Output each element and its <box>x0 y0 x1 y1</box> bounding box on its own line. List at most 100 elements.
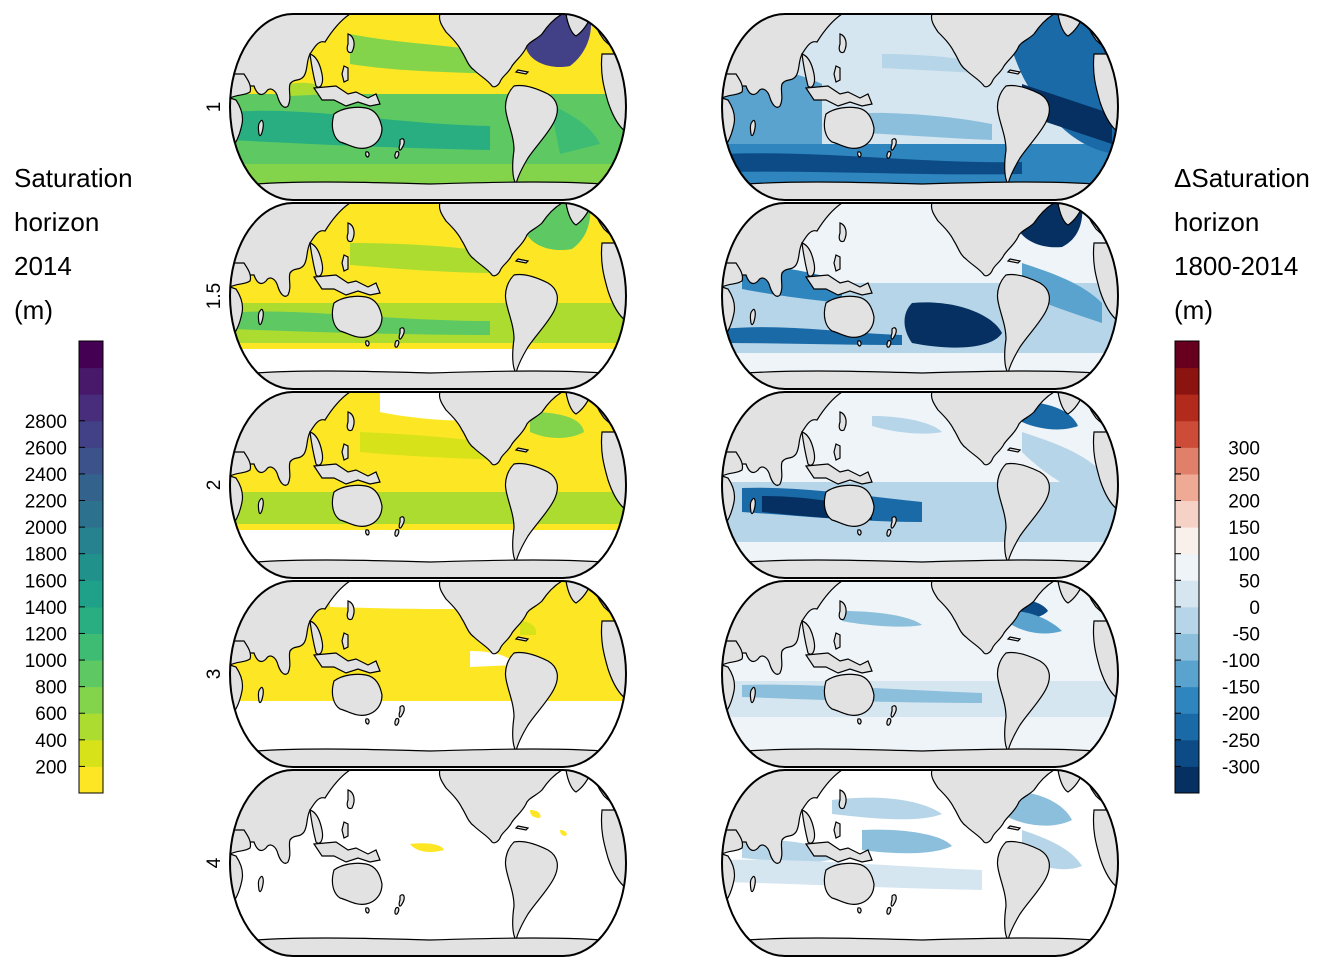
left-colorbar-tick-label: 2600 <box>25 438 67 459</box>
landmass-nz <box>394 516 405 537</box>
ocean-patch <box>360 432 500 460</box>
landmass-indonesia <box>804 463 873 485</box>
landmass-antarctica <box>722 937 1118 956</box>
landmass-namerica <box>930 203 1057 277</box>
landmass-philippines <box>341 821 349 839</box>
landmass-indonesia <box>804 841 873 863</box>
landmass-tasmania <box>365 529 370 536</box>
landmass-madagascar <box>749 497 756 515</box>
landmass-japan <box>838 222 847 243</box>
left-colorbar-swatch <box>79 394 103 422</box>
ocean-patch <box>832 797 942 820</box>
landmass-caribbean <box>514 636 530 642</box>
landmass-namerica <box>930 392 1057 466</box>
ocean-patch <box>560 830 567 836</box>
left-map-panel <box>229 769 627 957</box>
ocean-patch <box>862 829 952 854</box>
landmass-antarctica <box>722 748 1118 767</box>
landmass-japan <box>346 33 355 54</box>
left-colorbar-swatch <box>79 580 103 608</box>
left-colorbar-swatch <box>79 527 103 555</box>
left-colorbar-frame <box>78 340 104 794</box>
landmass-samerica <box>996 462 1050 564</box>
map-frame <box>229 13 627 201</box>
left-colorbar-tick-label: 1200 <box>25 624 67 645</box>
landmass-madagascar <box>749 686 756 704</box>
landmass-philippines <box>833 254 841 272</box>
left-colorbar-tick-label: 2800 <box>25 412 67 433</box>
ocean-patch <box>904 302 1002 348</box>
left-map-panel <box>229 202 627 390</box>
landmass-antarctica <box>230 181 626 200</box>
landmass-asia <box>722 770 844 864</box>
ocean-patch <box>550 104 600 154</box>
landmass-indonesia <box>312 841 381 863</box>
landmass-indochina <box>801 620 816 655</box>
left-legend-title-line: horizon <box>14 207 100 237</box>
landmass-namerica <box>438 203 565 277</box>
ocean-patch <box>842 112 992 140</box>
landmass-australia <box>823 673 875 716</box>
landmass-asia <box>230 203 352 297</box>
landmass-tasmania <box>365 340 370 347</box>
landmass-australia <box>823 484 875 527</box>
landmass-arabia <box>230 829 252 855</box>
ocean-patch <box>1022 432 1102 502</box>
left-map-panel <box>229 13 627 201</box>
row-label: 1.5 <box>204 283 225 309</box>
landmass-namerica <box>438 770 565 844</box>
map-frame <box>721 769 1119 957</box>
landmass-asia <box>722 581 844 675</box>
landmass-antarctica <box>722 181 1118 200</box>
landmass-caribbean <box>514 447 530 453</box>
ocean-patch <box>842 611 922 627</box>
left-colorbar-swatch <box>79 686 103 714</box>
landmass-asia <box>722 14 844 108</box>
row-label: 3 <box>204 669 225 680</box>
landmass-philippines <box>341 254 349 272</box>
landmass-japan <box>346 222 355 243</box>
landmass-arabia <box>722 262 744 288</box>
left-colorbar-swatch <box>79 606 103 634</box>
left-legend-title-line: 2014 <box>14 251 72 281</box>
left-colorbar-swatch <box>79 660 103 688</box>
landmass-antarctica <box>722 370 1118 389</box>
map-frame <box>721 202 1119 390</box>
left-legend-title-line: Saturation <box>14 163 133 193</box>
landmass-antarctica <box>722 559 1118 578</box>
landmass-australia <box>331 295 383 338</box>
landmass-indonesia <box>312 274 381 296</box>
landmass-australia <box>331 673 383 716</box>
ocean-patch <box>722 327 902 345</box>
landmass-asia <box>230 770 352 864</box>
landmass-namerica <box>930 14 1057 88</box>
right-map-panel <box>721 391 1119 579</box>
landmass-madagascar <box>749 308 756 326</box>
left-colorbar-swatch <box>79 473 103 502</box>
landmass-caribbean <box>1006 825 1022 831</box>
landmass-indochina <box>309 620 324 655</box>
landmass-samerica <box>504 462 558 564</box>
landmass-samerica <box>504 84 558 186</box>
landmass-tasmania <box>365 907 370 914</box>
landmass-caribbean <box>514 69 530 75</box>
landmass-arabia <box>230 451 252 477</box>
landmass-japan <box>346 600 355 621</box>
landmass-samerica <box>504 840 558 942</box>
ocean-patch <box>872 416 942 434</box>
landmass-japan <box>346 411 355 432</box>
landmass-philippines <box>341 65 349 83</box>
landmass-philippines <box>341 632 349 650</box>
ocean-patch <box>470 651 516 667</box>
map-frame <box>229 391 627 579</box>
landmass-asia <box>722 203 844 297</box>
ocean-patch <box>410 843 444 852</box>
ocean-patch <box>230 492 626 524</box>
landmass-namerica <box>438 581 565 655</box>
ocean-patch <box>530 810 541 818</box>
right-legend-title: ΔSaturation horizon 1800-2014 (m) <box>1174 156 1310 332</box>
landmass-caribbean <box>1006 636 1022 642</box>
map-frame <box>721 580 1119 768</box>
landmass-asia <box>230 581 352 675</box>
